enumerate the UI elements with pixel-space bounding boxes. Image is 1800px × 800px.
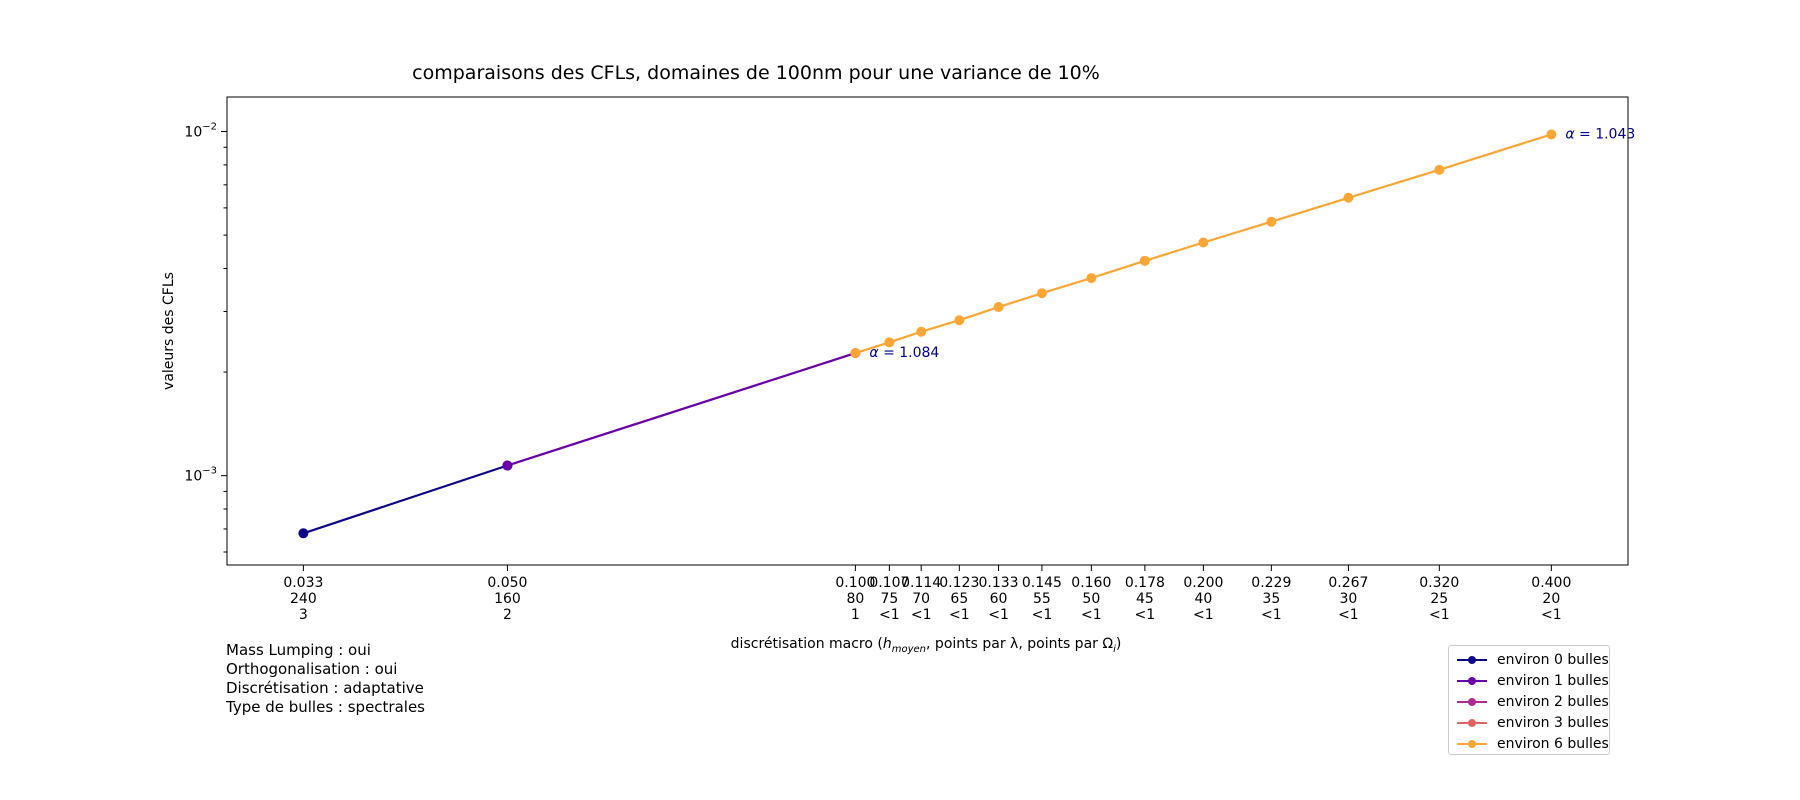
legend-item: environ 6 bulles xyxy=(1449,734,1609,754)
x-tick-label: 25 xyxy=(1430,591,1448,607)
x-tick-label: 0.160 xyxy=(1071,575,1111,591)
x-tick-label: 0.123 xyxy=(939,575,979,591)
x-tick-label: 0.320 xyxy=(1419,575,1459,591)
x-tick-label: 60 xyxy=(990,591,1008,607)
info-mass-lumping: Mass Lumping : oui xyxy=(226,641,371,659)
legend-label: environ 2 bulles xyxy=(1497,694,1609,710)
alpha-annotation: α = 1.084 xyxy=(869,345,939,361)
legend-item: environ 2 bulles xyxy=(1449,692,1609,712)
legend-item: environ 3 bulles xyxy=(1449,713,1609,733)
data-point xyxy=(1266,216,1277,227)
x-tick-label: 30 xyxy=(1339,591,1357,607)
x-tick-label: 70 xyxy=(912,591,930,607)
data-point xyxy=(850,348,861,359)
annotation-layer: α = 1.084 α = 1.043 xyxy=(869,126,1635,361)
x-tick-label: <1 xyxy=(988,607,1009,623)
legend: environ 0 bulles environ 1 bulles environ … xyxy=(1448,645,1610,755)
x-tick-label: 1 xyxy=(851,607,860,623)
x-tick-label: <1 xyxy=(949,607,970,623)
x-tick-label: 0.178 xyxy=(1125,575,1165,591)
data-point xyxy=(1139,255,1150,266)
x-tick-label: 55 xyxy=(1033,591,1051,607)
data-point xyxy=(993,302,1004,313)
x-tick-label: 0.229 xyxy=(1251,575,1291,591)
data-point xyxy=(884,337,895,348)
legend-item: environ 0 bulles xyxy=(1449,650,1609,670)
x-tick-label: 0.145 xyxy=(1022,575,1062,591)
x-tick-label: 0.200 xyxy=(1183,575,1223,591)
y-axis: 10−2 10−3 xyxy=(184,122,227,553)
x-tick-label: 2 xyxy=(503,607,512,623)
x-tick-label: 0.033 xyxy=(283,575,323,591)
data-point xyxy=(1343,192,1354,203)
y-tick-label: 10−3 xyxy=(184,466,217,485)
series-line-0 xyxy=(303,464,508,535)
alpha-annotation: α = 1.043 xyxy=(1565,126,1635,142)
data-point xyxy=(298,528,309,539)
x-tick-label: 65 xyxy=(950,591,968,607)
x-tick-label: 0.133 xyxy=(979,575,1019,591)
x-tick-label: <1 xyxy=(1135,607,1156,623)
x-tick-label: <1 xyxy=(1541,607,1562,623)
info-discretisation: Discrétisation : adaptative xyxy=(226,679,424,697)
data-point xyxy=(954,315,965,326)
legend-label: environ 6 bulles xyxy=(1497,736,1609,752)
x-tick-label: 3 xyxy=(299,607,308,623)
data-point xyxy=(1086,273,1097,284)
y-tick-label: 10−2 xyxy=(184,122,217,141)
x-tick-label: <1 xyxy=(1081,607,1102,623)
info-orthogonalisation: Orthogonalisation : oui xyxy=(226,660,398,678)
legend-label: environ 1 bulles xyxy=(1497,673,1609,689)
x-tick-label: 40 xyxy=(1194,591,1212,607)
x-tick-label: <1 xyxy=(1338,607,1359,623)
x-tick-label: 0.050 xyxy=(487,575,527,591)
x-tick-label: 75 xyxy=(880,591,898,607)
legend-swatch xyxy=(1457,677,1487,685)
legend-swatch xyxy=(1457,656,1487,664)
x-tick-label: 0.267 xyxy=(1328,575,1368,591)
series-line-1 xyxy=(507,352,856,467)
data-point xyxy=(1546,129,1557,140)
legend-label: environ 3 bulles xyxy=(1497,715,1609,731)
legend-swatch xyxy=(1457,740,1487,748)
legend-label: environ 0 bulles xyxy=(1497,652,1609,668)
x-tick-label: <1 xyxy=(879,607,900,623)
x-tick-label: <1 xyxy=(911,607,932,623)
settings-annotation: Mass Lumping : oui Orthogonalisation : o… xyxy=(226,641,425,717)
x-tick-label: 0.107 xyxy=(869,575,909,591)
legend-swatch xyxy=(1457,719,1487,727)
data-point xyxy=(1036,288,1047,299)
info-bubble-type: Type de bulles : spectrales xyxy=(226,698,425,716)
plot-area xyxy=(226,96,1629,566)
x-axis: 0.03324030.05016020.1008010.10775<10.114… xyxy=(283,565,1571,623)
data-point xyxy=(1198,237,1209,248)
x-tick-label: <1 xyxy=(1193,607,1214,623)
x-tick-label: 45 xyxy=(1136,591,1154,607)
data-point xyxy=(916,326,927,337)
x-tick-label: 0.400 xyxy=(1531,575,1571,591)
x-tick-label: <1 xyxy=(1032,607,1053,623)
x-tick-label: 0.100 xyxy=(835,575,875,591)
legend-item: environ 1 bulles xyxy=(1449,671,1609,691)
x-tick-label: 0.114 xyxy=(901,575,941,591)
x-tick-label: 160 xyxy=(494,591,521,607)
x-axis-label: discrétisation macro (hmoyen, points par… xyxy=(731,636,1122,655)
x-tick-label: 50 xyxy=(1082,591,1100,607)
legend-swatch xyxy=(1457,698,1487,706)
x-tick-label: 80 xyxy=(846,591,864,607)
data-point xyxy=(1434,164,1445,175)
x-tick-label: 20 xyxy=(1542,591,1560,607)
x-tick-label: 35 xyxy=(1262,591,1280,607)
data-point xyxy=(502,460,513,471)
x-tick-label: <1 xyxy=(1261,607,1282,623)
y-axis-label: valeurs des CFLs xyxy=(161,272,177,390)
x-tick-label: 240 xyxy=(290,591,317,607)
chart-title: comparaisons des CFLs, domaines de 100nm… xyxy=(412,62,1100,84)
series-layer xyxy=(298,129,1557,539)
x-tick-label: <1 xyxy=(1429,607,1450,623)
